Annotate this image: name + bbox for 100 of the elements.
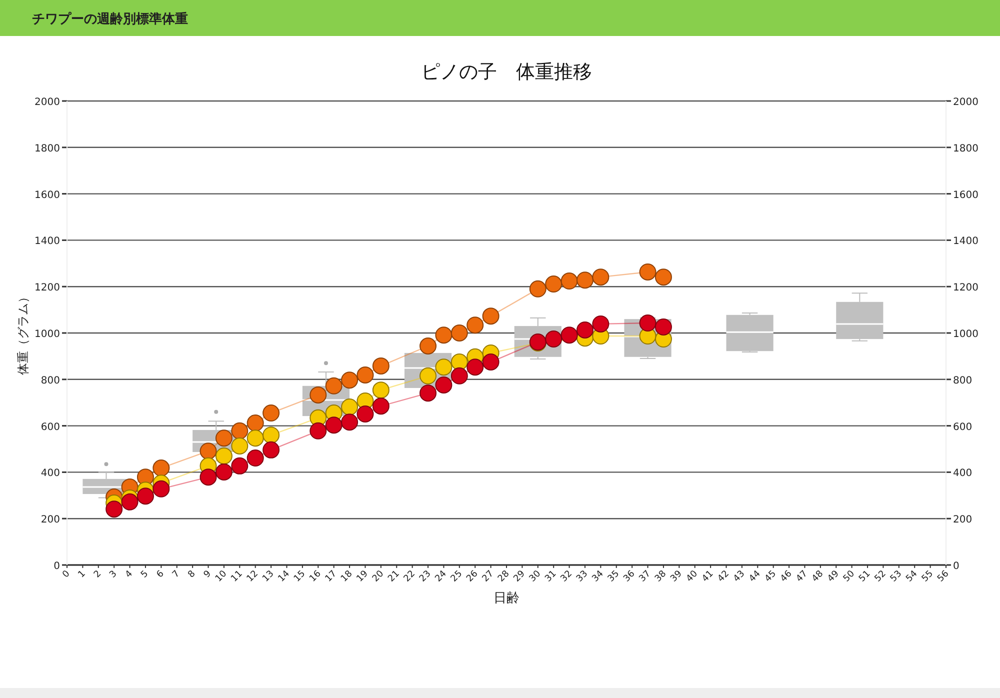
point bbox=[231, 437, 248, 454]
x-tick-label: 28 bbox=[496, 568, 512, 584]
point bbox=[576, 321, 594, 338]
x-tick-label: 36 bbox=[622, 568, 638, 584]
y2-tick-label: 600 bbox=[953, 422, 972, 433]
x-tick-label: 7 bbox=[170, 569, 182, 580]
x-tick-label: 39 bbox=[669, 568, 684, 584]
x-tick-label: 2 bbox=[92, 569, 104, 580]
x-tick-label: 24 bbox=[434, 568, 450, 584]
point bbox=[121, 493, 138, 510]
point bbox=[450, 367, 468, 384]
y-tick-label: 800 bbox=[40, 375, 60, 386]
point bbox=[482, 354, 500, 370]
x-tick-label: 1 bbox=[76, 569, 88, 580]
y2-tick-label: 1400 bbox=[953, 236, 978, 248]
x-axis-title: 日齢 bbox=[494, 591, 520, 606]
x-tick-label: 12 bbox=[245, 569, 260, 584]
point bbox=[576, 272, 594, 289]
x-tick-label: 34 bbox=[590, 568, 606, 584]
x-tick-label: 5 bbox=[139, 569, 151, 580]
y-tick-label: 600 bbox=[40, 422, 60, 433]
y-tick-label: 200 bbox=[40, 514, 60, 526]
point bbox=[466, 358, 484, 376]
y2-tick-label: 1000 bbox=[953, 329, 978, 340]
y-tick-label: 1000 bbox=[34, 329, 60, 340]
point bbox=[246, 450, 264, 467]
x-tick-label: 0 bbox=[60, 568, 72, 580]
point bbox=[325, 377, 342, 394]
point bbox=[231, 422, 248, 440]
point bbox=[246, 414, 264, 432]
x-tick-label: 17 bbox=[324, 569, 339, 584]
x-tick-label: 55 bbox=[920, 569, 936, 584]
y2-tick-label: 200 bbox=[953, 514, 972, 526]
text: チワプーの週齢別標準体重 bbox=[32, 11, 188, 27]
point bbox=[325, 416, 342, 434]
x-tick-label: 25 bbox=[449, 569, 465, 584]
point bbox=[592, 268, 610, 286]
x-tick-label: 42 bbox=[716, 569, 732, 584]
point bbox=[545, 330, 562, 348]
x-tick-label: 48 bbox=[810, 568, 826, 584]
x-tick-label: 50 bbox=[842, 568, 858, 584]
x-tick-label: 54 bbox=[904, 568, 920, 584]
y2-tick-label: 800 bbox=[953, 375, 972, 386]
point bbox=[262, 426, 280, 444]
chart-title: ピノの子 体重推移 bbox=[421, 61, 592, 83]
point bbox=[450, 324, 468, 342]
x-tick-label: 44 bbox=[748, 568, 763, 584]
x-tick-label: 11 bbox=[230, 569, 245, 584]
x-tick-label: 9 bbox=[202, 568, 214, 580]
point bbox=[152, 480, 170, 498]
point bbox=[136, 488, 154, 505]
point bbox=[435, 326, 452, 344]
x-tick-label: 33 bbox=[574, 569, 590, 584]
x-tick-label: 6 bbox=[155, 568, 166, 580]
x-tick-label: 22 bbox=[402, 569, 418, 584]
point bbox=[106, 500, 123, 518]
y2-tick-label: 2000 bbox=[953, 97, 978, 108]
x-tick-label: 35 bbox=[606, 569, 622, 584]
point bbox=[466, 316, 484, 334]
y-tick-label: 0 bbox=[54, 561, 60, 572]
y-tick-label: 1200 bbox=[34, 282, 60, 294]
x-tick-label: 49 bbox=[826, 568, 842, 584]
point bbox=[215, 447, 232, 464]
y-axis-title: 体重（グラム） bbox=[16, 291, 30, 375]
x-tick-label: 26 bbox=[465, 568, 480, 584]
y-tick-label: 1800 bbox=[34, 143, 60, 154]
point bbox=[654, 318, 672, 336]
y-tick-label: 1400 bbox=[34, 236, 60, 248]
x-tick-label: 38 bbox=[653, 568, 669, 584]
x-tick-label: 20 bbox=[370, 568, 386, 584]
y-tick-label: 400 bbox=[40, 468, 60, 480]
point bbox=[200, 442, 217, 460]
point bbox=[435, 376, 452, 394]
x-tick-label: 31 bbox=[544, 569, 559, 584]
point bbox=[215, 463, 232, 480]
point bbox=[420, 384, 437, 402]
y-tick-label: 2000 bbox=[34, 97, 60, 108]
point bbox=[529, 280, 546, 298]
point bbox=[231, 457, 248, 474]
point bbox=[560, 272, 578, 290]
x-tick-label: 15 bbox=[292, 569, 308, 584]
x-tick-label: 23 bbox=[418, 569, 434, 584]
x-tick-label: 14 bbox=[276, 568, 292, 584]
point bbox=[356, 366, 374, 384]
x-tick-label: 21 bbox=[386, 569, 402, 584]
point bbox=[482, 308, 500, 325]
point bbox=[356, 405, 374, 422]
point bbox=[341, 372, 358, 389]
point bbox=[435, 358, 452, 376]
x-tick-label: 53 bbox=[888, 569, 904, 584]
point bbox=[420, 337, 437, 354]
point bbox=[654, 268, 672, 286]
x-tick-label: 56 bbox=[936, 568, 952, 584]
y-tick-label: 1600 bbox=[34, 190, 60, 201]
x-tick-label: 19 bbox=[355, 568, 371, 584]
x-tick-label: 16 bbox=[308, 568, 324, 584]
point bbox=[639, 263, 656, 280]
x-tick-label: 4 bbox=[124, 568, 136, 580]
x-tick-label: 43 bbox=[732, 569, 748, 584]
y2-tick-label: 1200 bbox=[953, 282, 978, 294]
